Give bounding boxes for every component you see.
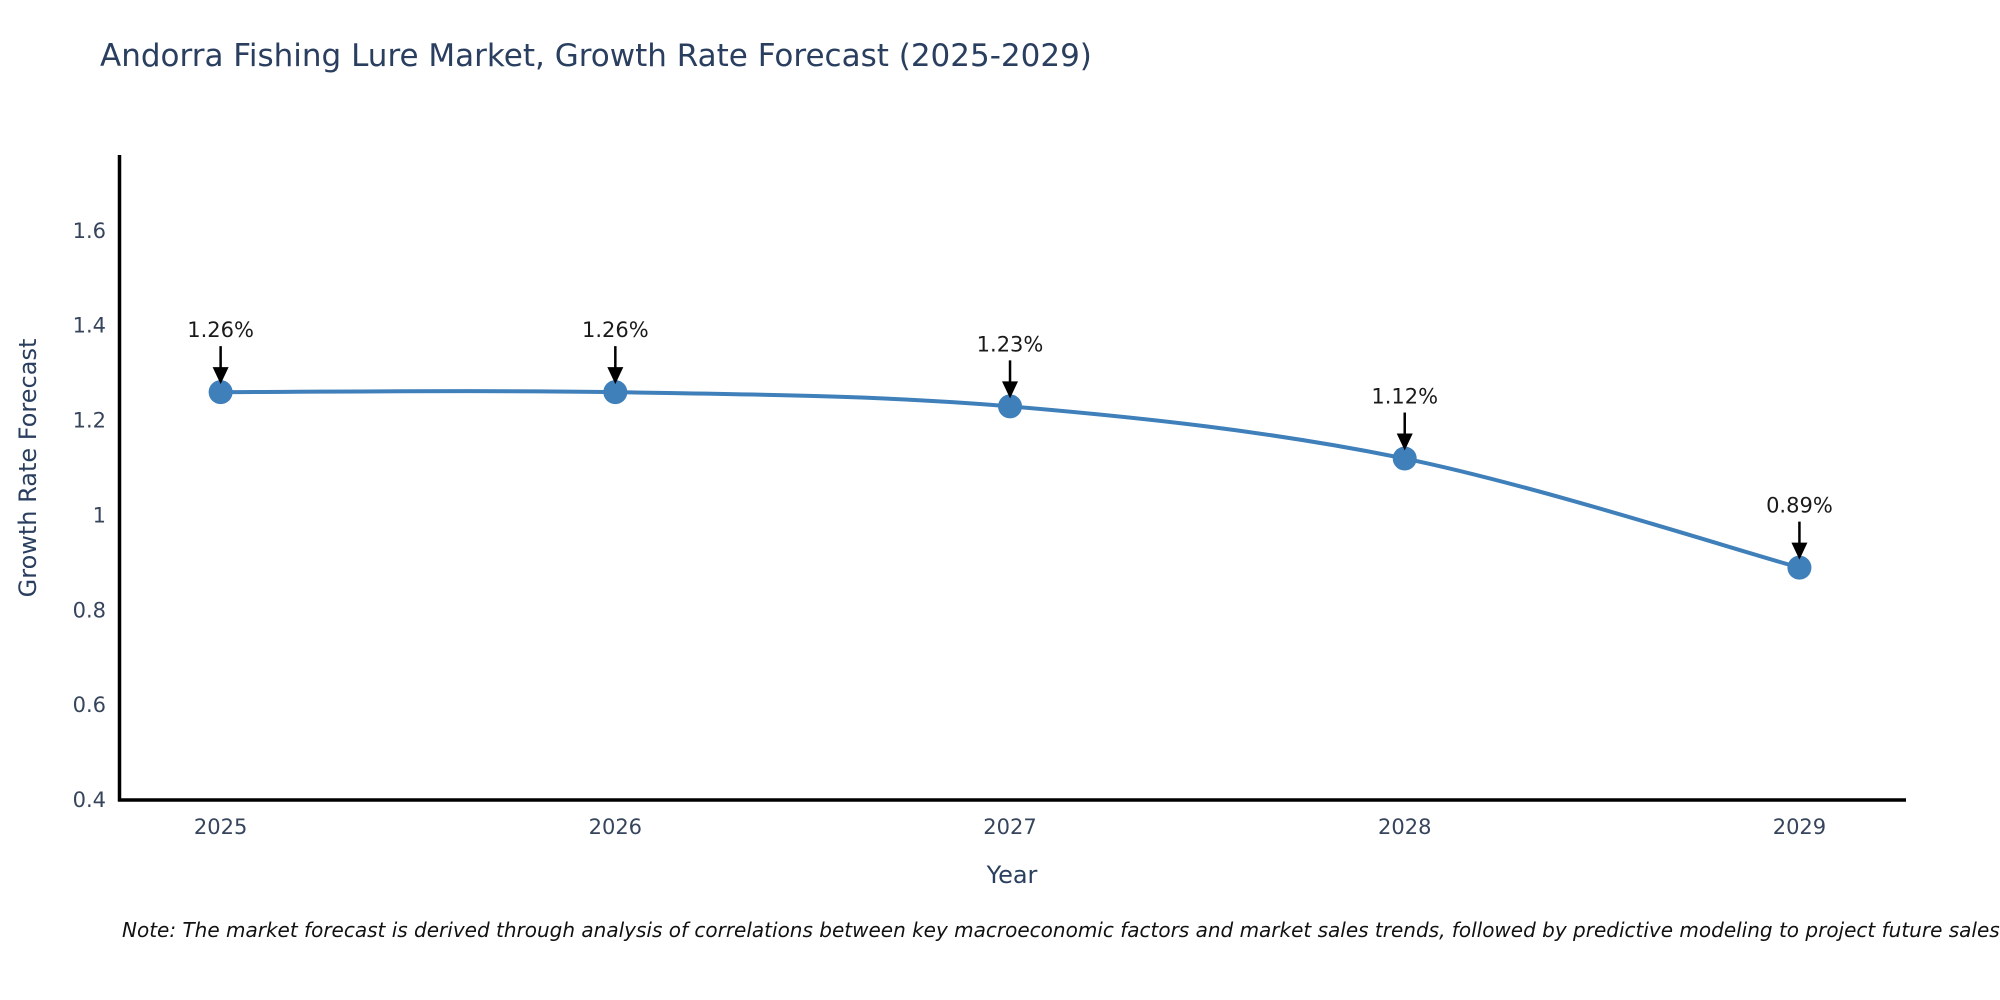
point-annotation-label: 1.26% — [187, 318, 254, 342]
x-tick-label: 2025 — [194, 815, 247, 839]
chart-title: Andorra Fishing Lure Market, Growth Rate… — [100, 38, 1092, 74]
x-axis-title: Year — [986, 861, 1038, 889]
point-annotation-label: 0.89% — [1766, 494, 1833, 518]
point-annotation-label: 1.26% — [582, 318, 649, 342]
point-annotation-label: 1.12% — [1371, 385, 1438, 409]
x-tick-label: 2026 — [589, 815, 642, 839]
data-point-2026[interactable] — [603, 380, 628, 405]
x-tick-label: 2028 — [1378, 815, 1431, 839]
annotation-arrow-head — [212, 367, 229, 385]
data-point-2028[interactable] — [1392, 446, 1417, 471]
y-tick-label: 0.4 — [73, 788, 106, 812]
annotation-arrow-head — [1396, 433, 1413, 451]
annotation-arrow-head — [607, 367, 624, 385]
data-point-2029[interactable] — [1787, 555, 1812, 580]
data-point-2027[interactable] — [998, 394, 1023, 419]
annotation-arrow-head — [1002, 381, 1019, 399]
annotation-arrow-head — [1791, 542, 1808, 560]
y-tick-label: 0.6 — [73, 693, 106, 717]
y-tick-label: 1 — [93, 503, 106, 527]
y-axis-title: Growth Rate Forecast — [14, 338, 42, 598]
y-tick-label: 0.8 — [73, 598, 106, 622]
footnote: Note: The market forecast is derived thr… — [122, 918, 2000, 942]
y-tick-label: 1.2 — [73, 409, 106, 433]
y-tick-label: 1.6 — [73, 219, 106, 243]
data-point-2025[interactable] — [208, 380, 233, 405]
point-annotation-label: 1.23% — [977, 332, 1044, 356]
x-tick-label: 2027 — [983, 815, 1036, 839]
x-tick-label: 2029 — [1773, 815, 1826, 839]
y-tick-label: 1.4 — [73, 314, 106, 338]
